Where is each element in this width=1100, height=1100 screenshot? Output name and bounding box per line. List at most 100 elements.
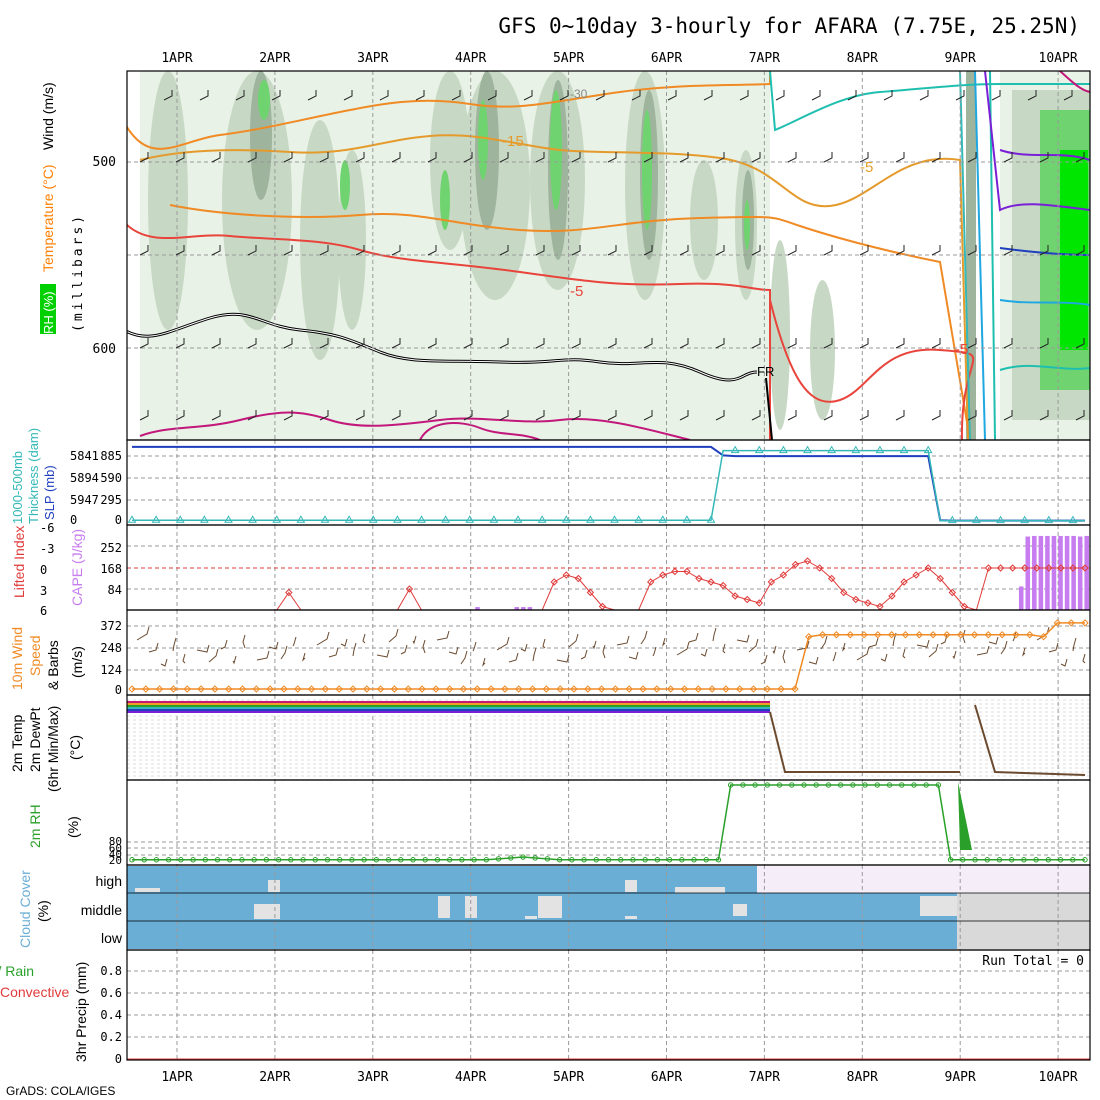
thickness-marker <box>803 445 812 454</box>
wind-barb <box>247 152 257 163</box>
rh2m-marker <box>593 857 599 863</box>
cape-bar <box>475 607 480 610</box>
wind-barb <box>175 152 185 163</box>
thickness-marker <box>151 515 161 523</box>
wind-speed-marker <box>943 631 951 639</box>
rh2m-marker <box>1045 857 1052 863</box>
surface-wind-barb <box>652 646 657 657</box>
wind-barb <box>571 410 581 421</box>
cape-bar <box>1038 535 1044 610</box>
wind-speed-marker <box>763 685 772 693</box>
wind-speed-marker <box>874 631 882 639</box>
rh2m-marker <box>703 857 709 863</box>
rh2m-panel: 80 60 40 20 2m RH (%) <box>27 780 1090 867</box>
wind-barb <box>283 152 293 163</box>
wind-barb <box>415 90 425 101</box>
wind-speed-marker <box>266 685 274 693</box>
slp-series <box>127 445 1085 524</box>
li-tick-2: -3 <box>40 542 54 556</box>
slp-label: SLP (mb) <box>42 465 57 520</box>
wind-barb <box>1075 245 1085 256</box>
surface-wind-barb <box>676 641 690 656</box>
cloud-row-high: high <box>96 873 122 889</box>
rh2m-marker <box>642 857 648 863</box>
wind-barb <box>235 90 245 101</box>
slp-tick-1: 885 <box>100 449 122 463</box>
cape-grid <box>127 525 1090 610</box>
thickness-marker <box>127 515 137 523</box>
thickness-marker <box>344 515 354 523</box>
wind-speed-marker <box>155 685 164 693</box>
rh2m-line <box>132 784 1085 861</box>
cape-bar <box>1058 535 1063 610</box>
surface-wind-barb <box>481 657 486 667</box>
wind-barb <box>139 245 149 256</box>
temperature-contour <box>139 411 691 440</box>
wind-speed-marker <box>653 685 661 693</box>
temp2m-panel: 2m Temp 2m DewPt (6hr Min/Max) (°C) <box>9 695 1090 792</box>
rh2m-marker <box>141 857 147 863</box>
temperature-contour <box>769 299 975 440</box>
thickness-label-1: 1000-500mb <box>10 451 25 524</box>
thickness-marker <box>417 515 426 523</box>
thickness-marker <box>296 515 306 523</box>
precip-grid <box>127 950 1090 1060</box>
wind-barb <box>463 338 473 349</box>
temperature-contour <box>127 71 771 150</box>
wind-units: (m/s) <box>69 646 85 678</box>
cape-li-panel: -6 -3 0 3 6 252 168 84 Lifted Index CAPE… <box>11 521 1090 618</box>
cape-tick-2: 168 <box>100 562 122 576</box>
surface-wind-barb <box>542 638 546 649</box>
wind-speed-marker <box>349 685 357 693</box>
thickness-marker <box>754 445 764 454</box>
wind-tick-1: 372 <box>100 619 122 633</box>
thickness-marker <box>899 445 909 454</box>
temperature-contour <box>127 223 771 440</box>
cloud-gap <box>675 887 725 893</box>
surface-wind-barb <box>160 658 168 667</box>
wind-barb <box>283 245 293 256</box>
wind-barb <box>1027 90 1037 101</box>
li-tick-3: 0 <box>40 563 47 577</box>
thickness-marker <box>368 515 378 523</box>
rh-tick-1: 80 <box>109 835 122 848</box>
wind-speed-marker <box>998 631 1006 639</box>
wind-barb <box>787 152 797 163</box>
top-date-label: 4APR <box>455 51 486 66</box>
lifted-index-marker <box>707 578 715 586</box>
cape-bar <box>521 607 526 610</box>
rh2m-marker <box>886 782 893 788</box>
rh2m-marker <box>740 782 746 788</box>
wind-barb <box>355 245 365 256</box>
thickness-marker <box>513 515 523 523</box>
rh2m-marker <box>324 857 331 863</box>
thickness-marker <box>200 515 209 523</box>
wind-speed-marker <box>556 685 564 693</box>
thickness-marker <box>586 515 595 523</box>
wind-speed-marker <box>501 685 509 693</box>
wind-barb <box>859 338 869 349</box>
lifted-index-marker <box>562 571 570 579</box>
wind-barb <box>247 245 257 256</box>
surface-wind-barb <box>220 639 228 650</box>
wind-speed-marker <box>142 685 150 693</box>
wind-barb <box>679 338 689 349</box>
rh-legend-swatch <box>40 284 56 334</box>
precip-total-label: Total / Rain <box>0 963 34 979</box>
rh-region-mid <box>430 71 470 250</box>
li-tick-5: 6 <box>40 604 47 618</box>
wind-grid <box>127 610 1090 695</box>
rh-region-green <box>258 80 270 120</box>
contour-label-minus5-a: -5 <box>860 159 873 176</box>
surface-wind-barb <box>832 651 837 662</box>
page-title: GFS 0~10day 3-hourly for AFARA (7.75E, 2… <box>498 14 1080 38</box>
thickness-tick-1: 5841 <box>70 449 99 463</box>
rh2m-marker <box>630 857 636 863</box>
rh2m-marker <box>153 857 160 863</box>
lifted-index-marker <box>888 592 896 600</box>
rh-tick-3: 40 <box>109 848 122 861</box>
cloud-gap <box>268 880 280 892</box>
surface-wind-barb <box>496 636 510 651</box>
rh2m-marker <box>1021 857 1027 863</box>
cape-label: CAPE (J/kg) <box>69 529 85 606</box>
